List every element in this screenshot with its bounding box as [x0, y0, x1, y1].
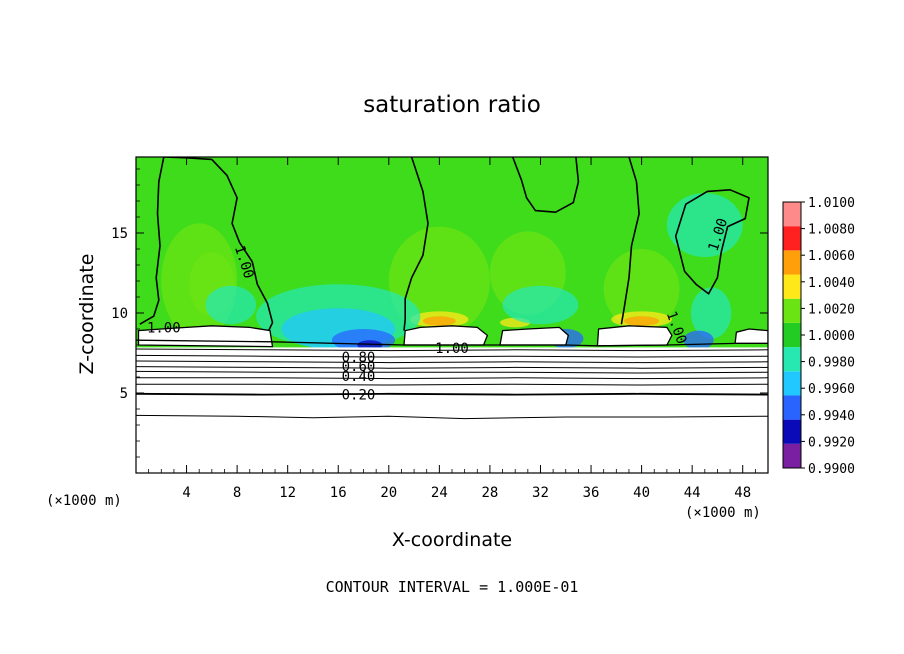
x-axis-label: X-coordinate	[392, 529, 512, 551]
y-tick-label: 15	[111, 226, 128, 242]
contour-1.00-interface	[136, 339, 768, 347]
plot-area	[136, 157, 768, 473]
contour-1.00-center-cap	[511, 157, 580, 213]
contour-label: 0.60	[342, 359, 376, 375]
hot-cap-24	[422, 316, 456, 326]
colorbar-label: 1.0040	[808, 276, 855, 291]
x-tick-label: 48	[734, 485, 751, 501]
y-tick-label: 5	[120, 386, 128, 402]
colorbar-label: 1.0000	[808, 329, 855, 344]
patch-right-yellowgreen	[603, 249, 680, 329]
colorbar-swatch	[783, 395, 801, 420]
contour-label: 0.20	[342, 388, 376, 404]
colorbar-label: 1.0080	[808, 223, 855, 238]
saturation-field	[161, 193, 743, 352]
colorbar-swatch	[783, 419, 801, 444]
x-tick-label: 40	[633, 485, 650, 501]
lowsat-right	[690, 287, 732, 339]
contour-lines	[136, 157, 768, 420]
colorbar-swatch	[783, 347, 801, 372]
y-tick-label: 10	[111, 306, 128, 322]
contour-label: 0.40	[342, 369, 376, 385]
contour-labels: 1.001.001.001.001.000.800.600.400.20	[147, 216, 731, 403]
contour-1.00-right-ring	[674, 189, 750, 295]
contour-0.30	[136, 383, 768, 386]
colorbar-label: 0.9980	[808, 356, 855, 371]
colorbar-swatch	[783, 202, 801, 227]
contour-label: 1.00	[435, 341, 469, 357]
contour-label: 0.80	[342, 350, 376, 366]
contour-1.00-center-right	[620, 157, 640, 325]
contour-interval-note: CONTOUR INTERVAL = 1.000E-01	[326, 578, 579, 596]
x-tick-label: 4	[182, 485, 190, 501]
colorbar-swatch	[783, 274, 801, 299]
x-axis: 4 8 12 16 20 24 28 32 36 40 44 48	[148, 157, 756, 501]
cloud-region	[499, 326, 570, 346]
colorbar-label: 1.0060	[808, 249, 855, 264]
x-tick-label: 36	[583, 485, 600, 501]
contour-0.20	[136, 392, 768, 396]
colorbar-swatch	[783, 226, 801, 251]
x-tick-label: 24	[431, 485, 448, 501]
colorbar-swatch	[783, 322, 801, 348]
chart-title: saturation ratio	[363, 92, 541, 118]
colorbar-swatch	[783, 298, 801, 323]
cloud-region	[734, 328, 768, 345]
colorbar-label: 0.9920	[808, 435, 855, 450]
contour-1.00-left-edge	[139, 157, 165, 325]
colorbar-swatch	[783, 250, 801, 275]
colorbar-label: 0.9900	[808, 462, 855, 477]
colorbar-label: 0.9960	[808, 382, 855, 397]
lowsat-left	[205, 285, 257, 325]
contour-0.90	[136, 348, 768, 352]
colorbar-label: 0.9940	[808, 409, 855, 424]
colorbar: 0.9900 0.9920 0.9940 0.9960 0.9980 1.0000 1.00…	[782, 196, 855, 477]
y-unit-label: (×1000 m)	[46, 493, 122, 509]
colorbar-label: 1.0020	[808, 302, 855, 317]
x-tick-label: 32	[532, 485, 549, 501]
contour-0.40	[136, 377, 768, 380]
colorbar-label: 1.0100	[808, 196, 855, 211]
x-tick-label: 16	[330, 485, 347, 501]
lowsat-center-right	[502, 285, 579, 325]
x-tick-label: 44	[684, 485, 701, 501]
contour-1.00-left-plume	[163, 157, 274, 331]
x-tick-label: 8	[233, 485, 241, 501]
contour-label: 1.00	[147, 320, 181, 336]
dry-lower-region	[136, 347, 768, 473]
contour-0.10	[136, 414, 768, 420]
contour-1.00-center-left	[403, 157, 429, 331]
colorbar-swatch	[783, 443, 801, 468]
y-axis-label: Z-coordinate	[76, 254, 98, 375]
cloud-region	[596, 325, 673, 347]
contour-0.60	[136, 366, 768, 369]
contour-0.80	[136, 354, 768, 358]
x-unit-label: (×1000 m)	[685, 505, 761, 521]
x-tick-label: 12	[279, 485, 296, 501]
x-tick-label: 20	[380, 485, 397, 501]
x-tick-label: 28	[481, 485, 498, 501]
y-axis: 5 10 15	[111, 168, 768, 458]
contour-0.50	[136, 370, 768, 374]
colorbar-swatch	[783, 371, 801, 396]
contour-0.70	[136, 360, 768, 364]
cloud-region	[403, 325, 489, 346]
hot-cap-40	[623, 316, 660, 326]
